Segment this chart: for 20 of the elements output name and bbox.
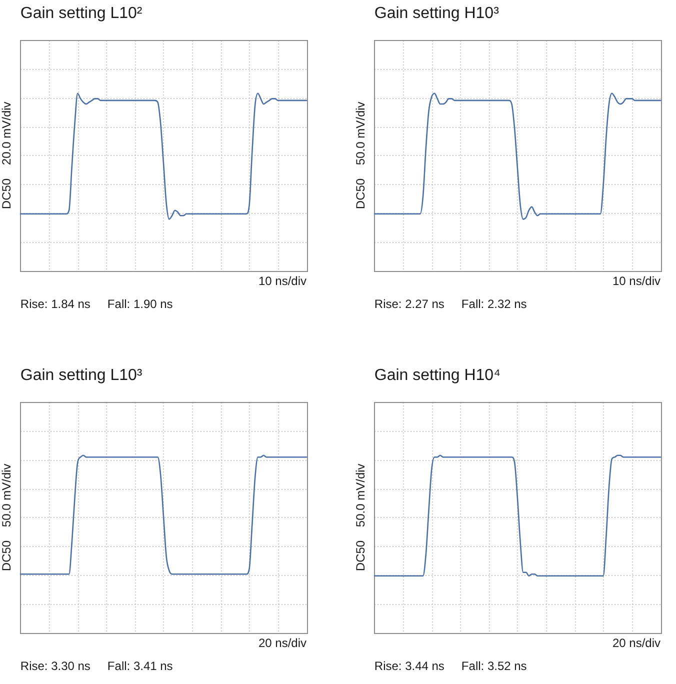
text: Rise: 2.27 ns: [374, 296, 444, 311]
x-axis-title: 20 ns/div: [612, 636, 660, 650]
chart-title: Gain setting H10⁴: [374, 367, 501, 384]
x-axis-title: 20 ns/div: [258, 636, 306, 650]
y-axis-title: DC50 50.0 mV/div: [354, 102, 368, 210]
text: Rise: 3.44 ns: [374, 658, 444, 673]
chart-title: Gain setting H10³: [374, 5, 500, 22]
text: Fall: 3.52 ns: [461, 658, 527, 673]
text: Fall: 2.32 ns: [461, 296, 527, 311]
y-axis-title: DC50 20.0 mV/div: [0, 102, 14, 210]
x-axis-title: 10 ns/div: [612, 274, 660, 288]
x-axis-title: 10 ns/div: [258, 274, 306, 288]
text: Fall: 1.90 ns: [107, 296, 173, 311]
y-axis-title: DC50 50.0 mV/div: [0, 464, 14, 572]
chart-title: Gain setting L10³: [20, 367, 143, 384]
y-axis-title: DC50 50.0 mV/div: [354, 464, 368, 572]
text: Rise: 3.30 ns: [20, 658, 90, 673]
text: Fall: 3.41 ns: [107, 658, 173, 673]
chart-title: Gain setting L10²: [20, 5, 143, 22]
text: Rise: 1.84 ns: [20, 296, 90, 311]
